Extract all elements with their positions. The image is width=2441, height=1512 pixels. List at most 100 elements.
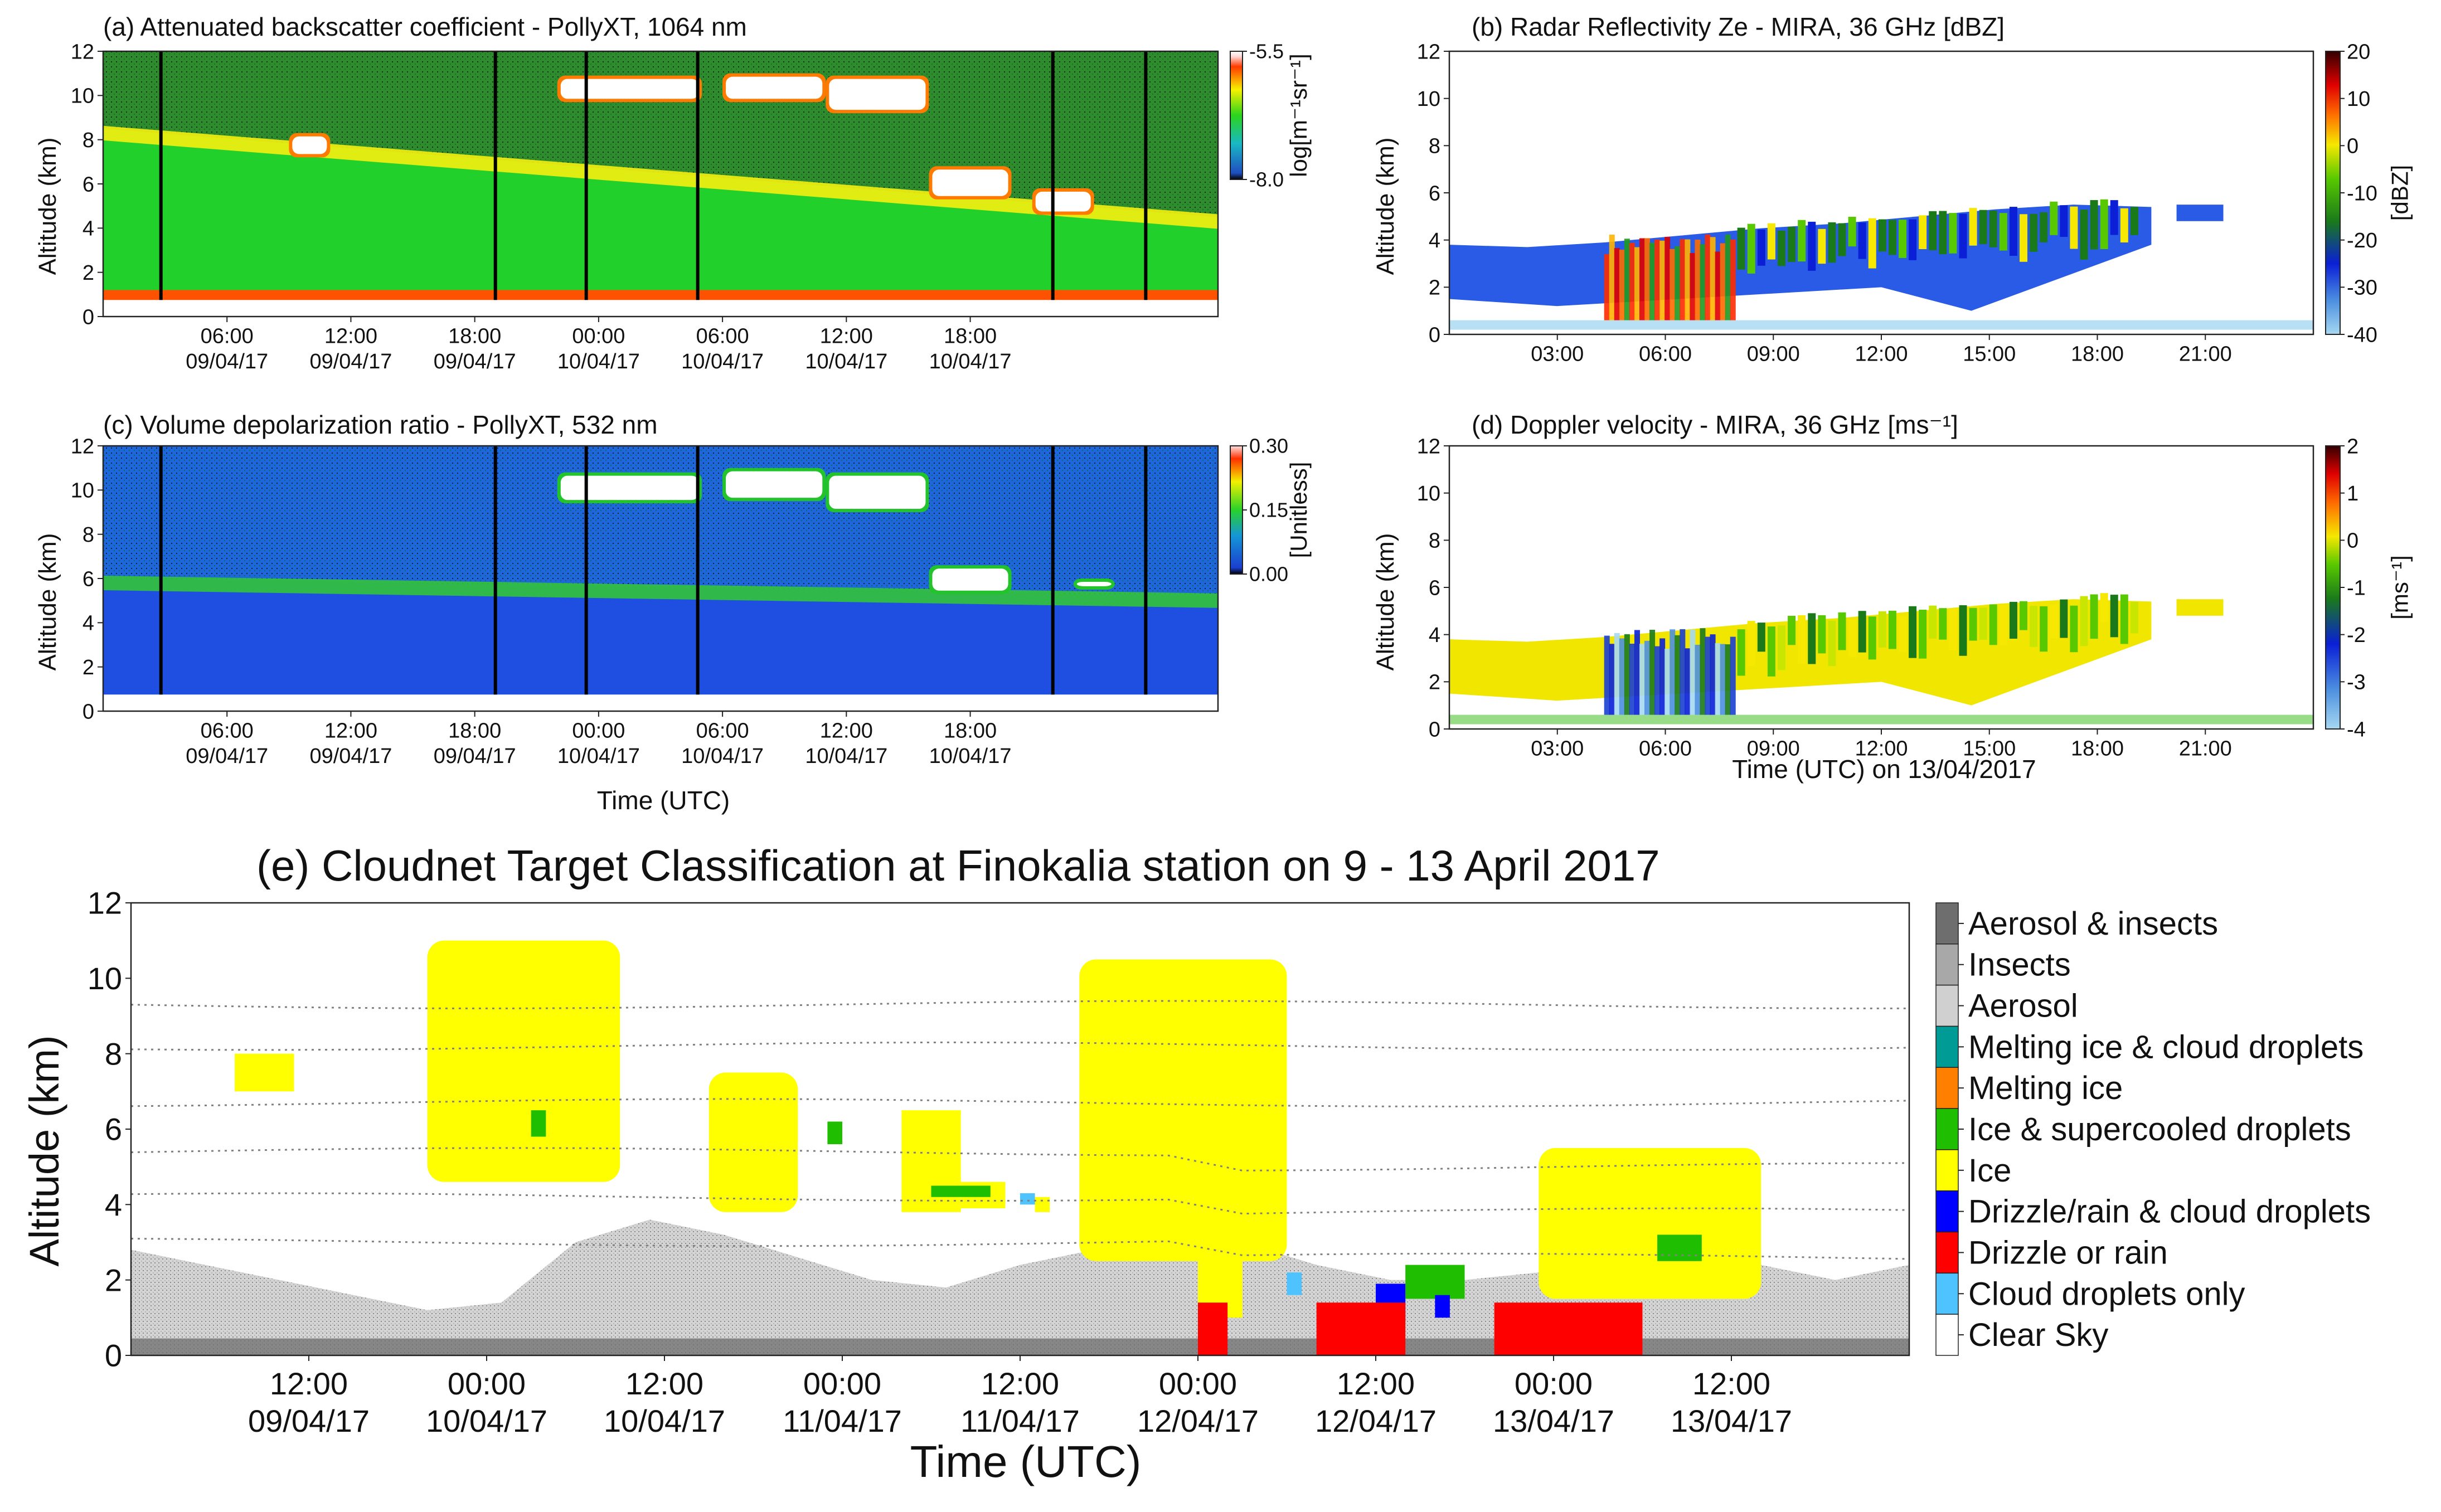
heatmap-cloud-column <box>1858 222 1866 259</box>
heatmap-precip-streak <box>1715 643 1721 715</box>
xtick-label: 09:00 <box>1747 737 1800 761</box>
panel-a-title: (a) Attenuated backscatter coefficient -… <box>103 12 747 41</box>
heatmap-cloud-column <box>1888 610 1896 649</box>
heatmap-precip-streak <box>1614 248 1620 320</box>
colorbar-tick-label: 0.15 <box>1249 499 1288 522</box>
xtick-label: 12:00 <box>820 325 873 348</box>
heatmap-precip-streak <box>1619 250 1625 320</box>
classification-ice-region <box>1079 959 1287 1261</box>
heatmap-precip-streak <box>1695 644 1701 715</box>
heatmap-cloud-column <box>1989 604 1997 645</box>
xtick-date-label: 10/04/17 <box>805 350 887 373</box>
classification-ice-patch <box>235 1053 294 1092</box>
legend-label: Ice & supercooled droplets <box>1968 1111 2351 1148</box>
xtick-date-label: 12/04/17 <box>1137 1403 1259 1438</box>
heatmap-cloud-column <box>1919 609 1927 659</box>
heatmap-ground-mask <box>103 300 1218 317</box>
xtick-label: 12:00 <box>1855 343 1908 366</box>
heatmap-precip-streak <box>1609 644 1615 715</box>
heatmap-cloud-column <box>2050 201 2058 235</box>
xtick-label: 21:00 <box>2179 737 2232 761</box>
panel-b-title-text: (b) Radar Reflectivity Ze - MIRA, 36 GHz… <box>1472 12 2005 41</box>
heatmap-cloud-column <box>2009 207 2017 256</box>
heatmap-precip-streak <box>1730 239 1736 320</box>
heatmap-low-clutter <box>1449 714 2313 725</box>
ytick-label: 12 <box>1417 40 1440 64</box>
heatmap-cloud-column <box>1888 220 1896 255</box>
xtick-label: 06:00 <box>201 719 254 743</box>
legend-swatch <box>1935 1108 1959 1150</box>
heatmap-cloud-column <box>1798 615 1806 664</box>
ytick-label: 10 <box>1417 87 1440 111</box>
classification-ice-region <box>427 940 620 1182</box>
ytick-label: 2 <box>83 656 94 679</box>
heatmap-precip-streak <box>1614 633 1620 715</box>
heatmap-cloud-column <box>1899 616 1906 652</box>
xtick-date-label: 13/04/17 <box>1493 1403 1614 1438</box>
ytick-label: 2 <box>83 261 94 285</box>
heatmap-cloud-column <box>1949 213 1957 254</box>
heatmap-precip-streak <box>1654 646 1661 715</box>
xtick-date-label: 09/04/17 <box>309 745 392 768</box>
heatmap-cloud-column <box>1828 222 1836 263</box>
legend-label: Melting ice <box>1968 1070 2123 1106</box>
xtick-label: 18:00 <box>944 325 997 348</box>
heatmap-cloud-core <box>829 79 926 110</box>
heatmap-precip-streak <box>1695 240 1701 320</box>
heatmap-cloud-column <box>1929 605 1937 639</box>
xtick-label: 18:00 <box>448 719 501 743</box>
heatmap-data-gap <box>584 446 588 695</box>
classification-isotherm <box>130 1098 1910 1107</box>
panel-d-title: (d) Doppler velocity - MIRA, 36 GHz [ms⁻… <box>1472 410 1958 439</box>
ytick-label: 8 <box>105 1036 122 1071</box>
heatmap-data-gap <box>1051 446 1055 695</box>
heatmap-cloud-column <box>2020 214 2027 262</box>
heatmap-cloud-column <box>2050 604 2058 639</box>
xtick-label: 06:00 <box>1639 343 1692 366</box>
heatmap-precip-streak <box>1634 247 1640 320</box>
legend-label: Drizzle or rain <box>1968 1234 2168 1271</box>
xtick-label: 00:00 <box>1159 1366 1237 1401</box>
heatmap-cloud-column <box>1868 218 1876 269</box>
heatmap-precip-streak <box>1670 629 1676 715</box>
panel-d-xlabel: Time (UTC) on 13/04/2017 <box>1732 755 2036 784</box>
xtick-date-label: 10/04/17 <box>929 350 1012 373</box>
classification-ice-patch <box>1035 1197 1050 1212</box>
heatmap-precip-streak <box>1685 239 1691 320</box>
heatmap-cloud-column <box>1788 226 1796 262</box>
heatmap-cloud-column <box>1858 611 1866 653</box>
ytick-label: 6 <box>105 1112 122 1147</box>
heatmap-cloud-core <box>726 76 823 99</box>
legend-label: Cloud droplets only <box>1968 1276 2245 1312</box>
xtick-label: 12:00 <box>324 325 377 348</box>
panel-a-ylabel: Altitude (km) <box>34 138 61 275</box>
xtick-label: 12:00 <box>324 719 377 743</box>
ytick-label: 8 <box>83 129 94 152</box>
heatmap-precip-streak <box>1725 644 1731 715</box>
ytick-label: 12 <box>1417 435 1440 458</box>
heatmap-precip-streak <box>1710 634 1716 715</box>
heatmap-isolated-echo <box>2176 205 2224 221</box>
heatmap-cloud-column <box>1737 227 1745 270</box>
heatmap-precip-streak <box>1670 249 1676 320</box>
colorbar-tick-label: -5.5 <box>1249 40 1284 63</box>
colorbar-tick-label: 0 <box>2347 529 2358 553</box>
classification-isotherm <box>130 1000 1910 1009</box>
legend-label: Aerosol <box>1968 988 2078 1024</box>
heatmap-precip-streak <box>1654 239 1661 320</box>
colorbar-tick-label: -8.0 <box>1249 168 1284 191</box>
xtick-date-label: 10/04/17 <box>557 350 640 373</box>
ytick-label: 10 <box>1417 482 1440 505</box>
heatmap-precip-streak <box>1639 238 1645 320</box>
heatmap-cloud-column <box>1878 219 1886 252</box>
ytick-label: 0 <box>105 1338 122 1373</box>
heatmap-precip-streak <box>1604 635 1610 715</box>
panel-e-title: (e) Cloudnet Target Classification at Fi… <box>256 841 1660 890</box>
panel-c-title: (c) Volume depolarization ratio - PollyX… <box>103 410 658 439</box>
heatmap-cloud-column <box>1798 220 1806 262</box>
ytick-label: 2 <box>105 1262 122 1297</box>
xtick-label: 21:00 <box>2179 343 2232 366</box>
legend-label: Aerosol & insects <box>1968 906 2218 942</box>
xtick-label: 03:00 <box>1531 737 1584 761</box>
